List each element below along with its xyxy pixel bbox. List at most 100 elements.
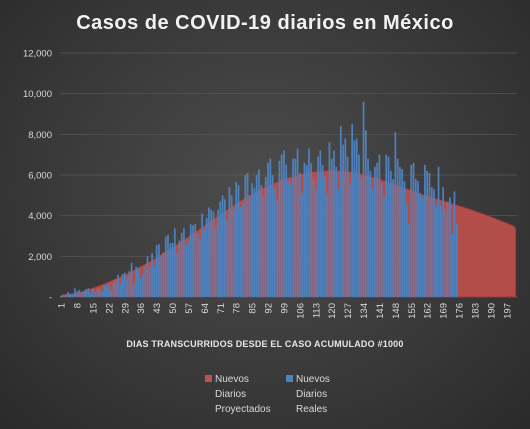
bar-day-95	[273, 189, 276, 297]
bar-day-75	[228, 187, 231, 297]
x-tick-label: 78	[232, 303, 243, 314]
bar-day-167	[437, 166, 440, 297]
x-tick-label: 176	[455, 303, 466, 319]
bar-day-89	[260, 185, 263, 297]
bar-day-40	[148, 266, 151, 297]
bar-day-142	[380, 183, 383, 297]
bar-day-43	[155, 245, 158, 297]
legend-item-real: Nuevos Diarios Reales	[286, 372, 358, 417]
bar-day-24	[112, 282, 115, 297]
bar-day-171	[446, 201, 449, 297]
bar-day-71	[219, 201, 222, 297]
legend-item-projected: Nuevos Diarios Proyectados	[205, 372, 277, 417]
bar-day-53	[178, 240, 181, 297]
bar-day-32	[130, 262, 133, 297]
y-tick-label: 8,000	[28, 130, 52, 141]
bar-day-173	[451, 233, 454, 297]
bar-day-39	[146, 256, 149, 297]
x-tick-label: 15	[89, 303, 100, 314]
x-tick-label: 71	[216, 303, 227, 314]
bar-day-130	[353, 140, 356, 297]
x-tick-label: 92	[264, 303, 275, 314]
legend-swatch-projected	[205, 375, 212, 382]
bar-day-37	[142, 273, 144, 297]
bar-day-56	[185, 245, 188, 297]
bar-day-102	[289, 185, 292, 297]
bar-day-117	[324, 177, 326, 297]
bar-day-38	[144, 266, 147, 297]
x-tick-label: 57	[184, 303, 195, 314]
bar-day-59	[192, 225, 194, 297]
x-tick-label: 127	[343, 303, 354, 319]
legend-swatch-real	[286, 375, 293, 382]
bar-day-111	[310, 162, 313, 297]
x-tick-label: 190	[486, 303, 497, 319]
bar-day-46	[162, 252, 165, 297]
bar-day-31	[128, 271, 131, 297]
bar-day-175	[455, 223, 458, 297]
bar-day-18	[98, 289, 101, 297]
x-tick-label: 120	[327, 303, 338, 319]
bar-day-149	[396, 158, 399, 297]
bar-day-47	[164, 236, 167, 297]
bar-day-48	[167, 234, 169, 297]
bar-day-153	[405, 203, 408, 297]
bar-day-112	[312, 179, 315, 297]
y-tick-label: -	[49, 293, 52, 304]
bar-day-156	[412, 162, 415, 297]
bar-day-145	[387, 156, 390, 297]
bar-day-85	[251, 183, 253, 297]
x-tick-label: 162	[423, 303, 434, 319]
y-tick-label: 10,000	[23, 89, 52, 100]
bar-day-160	[421, 197, 424, 297]
bar-day-139	[374, 166, 376, 297]
bar-day-52	[176, 253, 178, 297]
bar-day-103	[292, 158, 294, 297]
bar-day-87	[255, 175, 258, 297]
bar-day-63	[201, 213, 203, 297]
bar-day-159	[419, 193, 422, 297]
bar-day-77	[233, 209, 235, 297]
bar-day-135	[364, 130, 367, 297]
bar-day-96	[276, 199, 278, 297]
bar-day-2	[62, 294, 65, 297]
x-tick-label: 1	[57, 303, 68, 308]
bar-day-134	[362, 101, 365, 297]
bar-day-69	[214, 228, 217, 297]
bar-day-119	[328, 142, 331, 297]
bar-day-94	[271, 175, 274, 297]
bar-day-84	[248, 195, 251, 297]
bar-day-34	[135, 266, 138, 297]
y-tick-label: 6,000	[28, 171, 52, 182]
bar-day-150	[399, 166, 401, 297]
bar-day-169	[442, 187, 444, 297]
bar-day-20	[103, 284, 106, 297]
bar-day-68	[212, 211, 215, 297]
bar-day-126	[344, 138, 347, 297]
bar-day-17	[96, 288, 99, 297]
bar-day-110	[308, 148, 310, 297]
bar-day-97	[278, 160, 281, 297]
bar-day-122	[335, 166, 338, 297]
bar-day-125	[342, 144, 344, 297]
bar-day-26	[117, 274, 119, 297]
bar-day-72	[221, 195, 224, 297]
bar-day-80	[239, 207, 242, 297]
bar-day-104	[294, 158, 297, 297]
bar-day-28	[121, 274, 124, 297]
bar-day-113	[314, 187, 317, 297]
bar-day-9	[78, 289, 81, 297]
bar-day-33	[133, 284, 135, 297]
x-tick-label: 36	[136, 303, 147, 314]
bar-day-101	[287, 181, 290, 297]
bar-day-137	[369, 170, 372, 297]
bar-day-57	[187, 241, 190, 297]
bar-day-45	[160, 255, 163, 297]
bar-day-128	[349, 183, 351, 297]
bar-day-170	[444, 209, 447, 297]
bar-day-158	[417, 181, 419, 297]
bar-day-118	[326, 193, 329, 297]
bar-day-140	[376, 162, 379, 297]
bar-day-105	[296, 148, 299, 297]
